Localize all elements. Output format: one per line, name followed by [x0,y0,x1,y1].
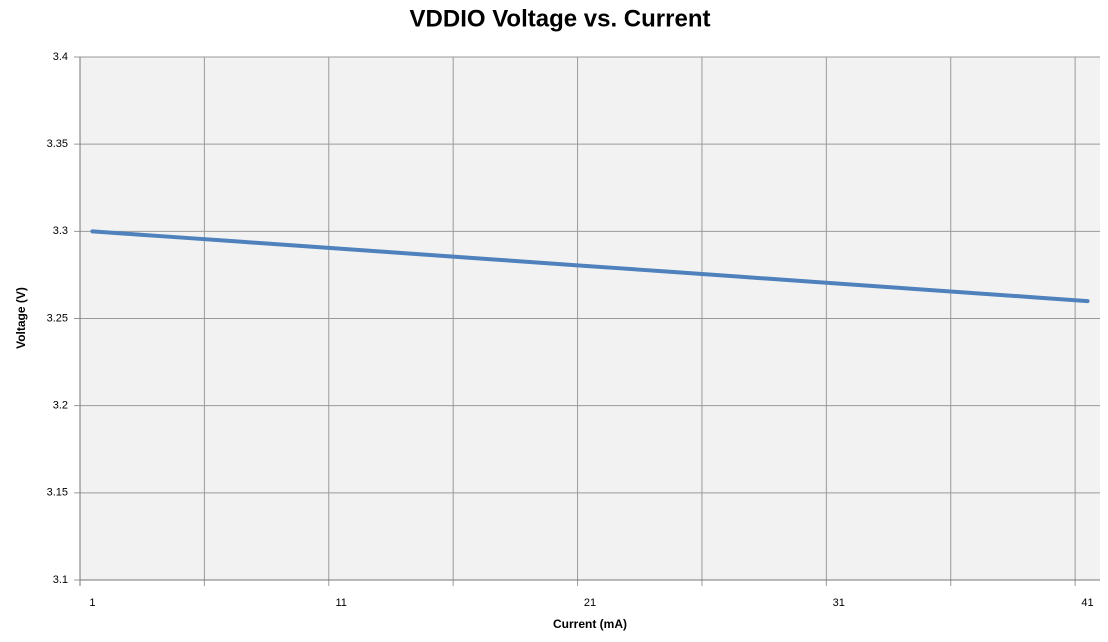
x-tick-label: 41 [1081,597,1093,609]
x-tick-label: 11 [336,597,347,609]
y-tick-label: 3.15 [47,487,68,499]
y-tick-label: 3.3 [53,225,68,237]
y-tick-label: 3.1 [53,574,68,586]
x-tick-label: 21 [584,597,596,609]
x-axis-label: Current (mA) [553,617,627,631]
y-tick-label: 3.25 [47,312,68,324]
y-tick-label: 3.2 [53,400,68,412]
y-tick-label: 3.4 [53,51,68,63]
y-tick-label: 3.35 [47,138,68,150]
y-axis-label: Voltage (V) [14,287,28,349]
line-series [90,229,1090,304]
x-tick-label: 1 [89,597,95,609]
x-tick-label: 31 [833,597,845,609]
chart-title: VDDIO Voltage vs. Current [410,5,711,32]
